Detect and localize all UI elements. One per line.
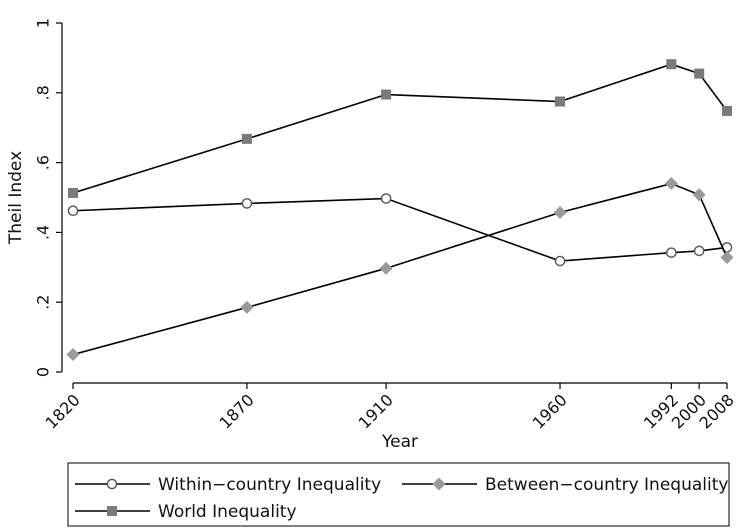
- legend-marker: [106, 478, 118, 490]
- data-point: [379, 261, 393, 275]
- y-axis-title: Theil Index: [6, 151, 26, 245]
- y-tick-label: .2: [34, 295, 53, 310]
- y-tick-label: 1: [34, 18, 53, 28]
- y-ticks: 0 .2 .4 .6 .8 1: [34, 18, 62, 377]
- axes: [61, 23, 727, 384]
- data-point: [553, 206, 567, 220]
- legend: Within−country Inequality Between−country…: [67, 462, 730, 527]
- data-point: [68, 187, 78, 198]
- legend-item: Within−country Inequality: [75, 475, 381, 495]
- data-point: [240, 300, 254, 314]
- series-0: [67, 193, 733, 267]
- data-point: [693, 245, 705, 257]
- legend-item: Between−country Inequality: [402, 475, 728, 495]
- data-point: [666, 59, 677, 70]
- series-line: [72, 182, 728, 356]
- series-1: [66, 177, 734, 362]
- data-point: [694, 68, 705, 79]
- legend-marker: [107, 506, 117, 516]
- data-point: [241, 133, 252, 144]
- x-tick-label: 1870: [215, 390, 257, 432]
- series-line: [72, 197, 728, 262]
- legend-item: World Inequality: [75, 502, 297, 522]
- legend-label: Between−country Inequality: [485, 475, 728, 495]
- y-tick-label: .4: [34, 225, 53, 240]
- legend-label: Within−country Inequality: [158, 475, 381, 495]
- data-point: [241, 198, 253, 209]
- series-line: [72, 63, 728, 194]
- data-point: [666, 247, 677, 258]
- data-point: [66, 348, 80, 362]
- y-tick-label: .6: [34, 155, 53, 170]
- data-point: [380, 193, 392, 204]
- data-point: [554, 255, 566, 267]
- legend-marker: [432, 477, 446, 491]
- legend-box: [67, 462, 730, 527]
- data-point: [720, 251, 734, 265]
- data-point: [692, 188, 706, 202]
- data-point: [67, 205, 79, 217]
- data-point: [722, 105, 732, 116]
- series-2: [68, 59, 732, 198]
- y-tick-label: .8: [34, 85, 53, 100]
- x-tick-label: 1960: [529, 390, 571, 432]
- x-tick-label: 1910: [355, 390, 397, 432]
- x-axis-title: Year: [381, 432, 418, 452]
- legend-label: World Inequality: [158, 502, 297, 522]
- data-point: [555, 96, 566, 107]
- series-group: [66, 59, 734, 362]
- x-tick-label: 1820: [42, 390, 84, 432]
- data-point: [664, 177, 678, 191]
- y-tick-label: 0: [34, 367, 53, 377]
- data-point: [381, 89, 392, 100]
